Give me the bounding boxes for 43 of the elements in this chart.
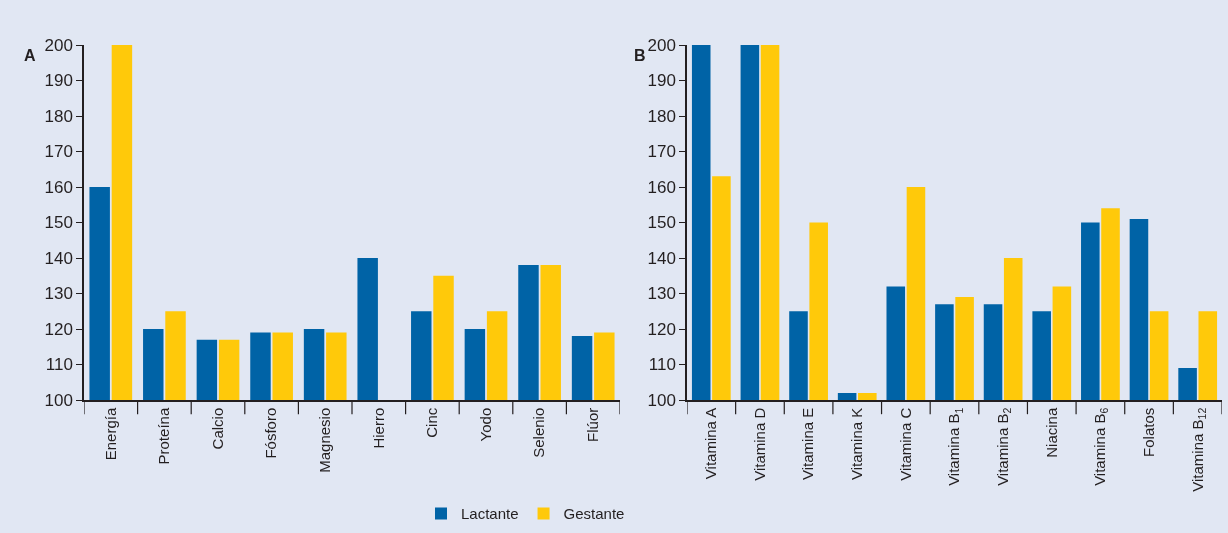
y-tick-label: 130: [44, 284, 73, 304]
y-tick-label: 190: [647, 71, 676, 91]
y-tick-label: 120: [647, 319, 676, 339]
x-tick-label: Hierro: [369, 407, 387, 449]
x-tick-label: Vitamina A: [702, 407, 720, 480]
x-tick-label: Niacina: [1042, 407, 1060, 458]
y-tick-label: 160: [44, 177, 73, 197]
y-tick-label: 160: [647, 177, 676, 197]
y-tick-label: 120: [44, 319, 73, 339]
x-tick-label: Proteína: [155, 407, 173, 465]
y-tick-label: 190: [44, 71, 73, 91]
legend-label: Gestante: [563, 505, 625, 523]
chart-title: B: [634, 47, 646, 64]
y-tick-label: 180: [647, 106, 676, 126]
y-tick-label: 140: [647, 248, 676, 268]
y-tick-label: 200: [44, 35, 73, 55]
x-tick-label: Magnesio: [316, 407, 334, 473]
y-tick-label: 150: [44, 213, 73, 233]
y-tick-label: 100: [44, 390, 73, 410]
x-tick-label: Vitamina C: [896, 407, 914, 481]
x-tick-label: Vitamina D: [750, 407, 768, 481]
y-tick-label: 110: [45, 355, 73, 375]
y-tick-label: 180: [44, 106, 73, 126]
y-tick-label: 150: [647, 213, 676, 233]
y-tick-label: 170: [647, 142, 676, 162]
x-tick-label: Vitamina K: [848, 407, 866, 481]
x-tick-label: Folatos: [1139, 407, 1157, 457]
y-tick-label: 140: [44, 248, 73, 268]
x-tick-label: Cinc: [423, 407, 441, 438]
x-tick-label: Selenio: [530, 407, 548, 458]
x-tick-label: Flúor: [584, 407, 602, 442]
legend-label: Lactante: [461, 505, 519, 523]
x-tick-label: Yodo: [476, 407, 494, 442]
x-tick-label: Calcio: [208, 407, 226, 450]
x-tick-label: Vitamina E: [799, 407, 817, 481]
y-tick-label: 110: [648, 355, 676, 375]
y-tick-label: 100: [647, 390, 676, 410]
chart-title: A: [24, 47, 36, 64]
x-tick-label: Energía: [101, 407, 119, 461]
y-tick-label: 200: [647, 35, 676, 55]
x-tick-label: Fósforo: [262, 407, 280, 459]
y-tick-label: 130: [647, 284, 676, 304]
y-tick-label: 170: [44, 142, 73, 162]
